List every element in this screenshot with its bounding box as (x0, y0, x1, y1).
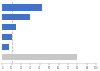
Bar (2, 24, 16, 30)
Bar (2, 14, 30, 21)
Bar (2, 54, 78, 60)
Bar (2, 34, 12, 40)
Bar (2, 4, 42, 11)
Bar (2, 44, 9, 50)
